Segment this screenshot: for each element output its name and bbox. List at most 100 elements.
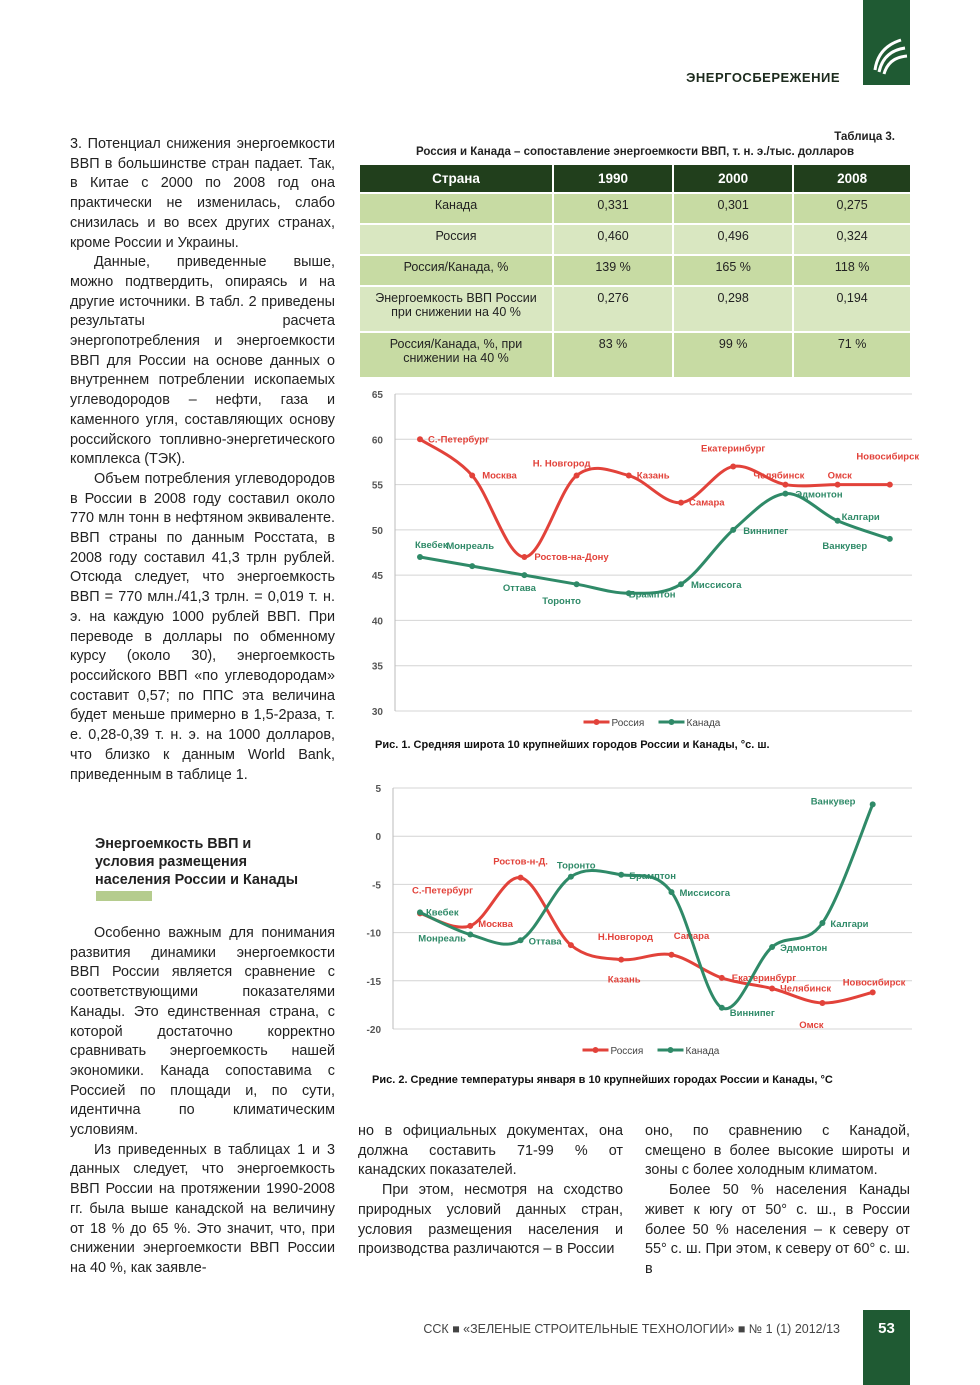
table-cell: 0,301 bbox=[674, 194, 793, 223]
table-cell: 0,324 bbox=[794, 225, 910, 254]
footer-journal: ССК ■ «ЗЕЛЕНЫЕ СТРОИТЕЛЬНЫЕ ТЕХНОЛОГИИ» … bbox=[423, 1322, 840, 1336]
data-point bbox=[573, 581, 580, 588]
data-point bbox=[886, 535, 893, 542]
table-cell: Энергоемкость ВВП России при снижении на… bbox=[360, 287, 552, 331]
data-point bbox=[417, 436, 423, 443]
table-cell: Россия/Канада, %, при снижении на 40 % bbox=[360, 333, 552, 377]
paragraph: Более 50 % населения Канады живет к югу … bbox=[645, 1182, 911, 1277]
y-tick-label: 60 bbox=[372, 435, 384, 446]
logo bbox=[873, 38, 908, 75]
paragraph: оно, по сравнению с Канадой, смещено в б… bbox=[645, 1123, 910, 1179]
data-point bbox=[467, 922, 474, 929]
point-label: Москва bbox=[478, 919, 513, 930]
table-cell: 83 % bbox=[554, 333, 673, 377]
data-point bbox=[573, 472, 580, 479]
point-label: Торонто bbox=[542, 596, 581, 607]
point-label: Казань bbox=[608, 975, 641, 986]
chart-title: Рис. 2. Средние температуры января в 10 … bbox=[372, 1074, 833, 1086]
table-cell: 139 % bbox=[554, 256, 673, 285]
point-label: Москва bbox=[482, 471, 517, 482]
legend-label: Канада bbox=[686, 1046, 720, 1057]
table-label: Таблица 3. bbox=[834, 131, 895, 143]
data-point bbox=[834, 517, 841, 524]
subheading: Энергоемкость ВВП и условия размещения н… bbox=[95, 836, 299, 888]
table-header: Страна 1990 2000 2008 bbox=[360, 165, 910, 192]
subheading-bar bbox=[96, 891, 152, 901]
paragraph: но в официальных документах, она должна … bbox=[358, 1123, 623, 1179]
data-point bbox=[668, 951, 675, 958]
point-label: Новосибирск bbox=[843, 977, 906, 988]
data-point bbox=[521, 554, 528, 561]
series-line bbox=[419, 492, 891, 595]
table-cell: 0,276 bbox=[554, 287, 673, 331]
table-cell: 0,460 bbox=[554, 225, 673, 254]
data-point bbox=[417, 554, 423, 561]
legend-label: Канада bbox=[687, 718, 721, 729]
logo-box bbox=[863, 0, 910, 85]
table-cell: 0,298 bbox=[674, 287, 793, 331]
point-label: Миссисога bbox=[680, 888, 731, 899]
point-label: Монреаль bbox=[418, 934, 466, 945]
point-label: Н.Новгород bbox=[598, 932, 653, 943]
paragraph: 3. Потенциал снижения энергоемкости ВВП … bbox=[70, 136, 335, 251]
point-label: Ростов-н-Д. bbox=[493, 857, 548, 868]
data-point bbox=[819, 999, 826, 1006]
column-2: но в официальных документах, она должна … bbox=[358, 1122, 623, 1260]
table-cell: 0,275 bbox=[794, 194, 910, 223]
y-tick-label: -5 bbox=[372, 880, 381, 891]
data-point bbox=[517, 874, 524, 881]
point-label: Калгари bbox=[830, 919, 868, 930]
y-tick-label: 50 bbox=[372, 526, 384, 537]
point-label: Оттава bbox=[529, 936, 563, 947]
point-label: Квебек bbox=[415, 540, 448, 551]
point-label: Омск bbox=[828, 471, 853, 482]
data-point bbox=[886, 481, 893, 488]
table-cell: 118 % bbox=[794, 256, 910, 285]
data-point bbox=[467, 931, 474, 938]
data-point bbox=[668, 889, 675, 896]
point-label: Торонто bbox=[557, 861, 596, 872]
point-label: Новосибирск bbox=[856, 452, 919, 463]
point-label: С.-Петербург bbox=[428, 434, 489, 445]
table-cell: 0,331 bbox=[554, 194, 673, 223]
table-header-cell: Страна bbox=[360, 165, 552, 192]
legend-label: Россия bbox=[611, 1046, 644, 1057]
chart-title: Рис. 1. Средняя широта 10 крупнейших гор… bbox=[375, 739, 770, 751]
table-header-cell: 1990 bbox=[554, 165, 673, 192]
point-label: Оттава bbox=[503, 583, 537, 594]
data-point bbox=[869, 801, 876, 808]
legend-label: Россия bbox=[612, 718, 645, 729]
point-label: Калгари bbox=[842, 512, 880, 523]
paragraph: Данные, приведенные выше, можно подтверд… bbox=[70, 254, 335, 468]
table-title: Россия и Канада – сопоставление энергоем… bbox=[415, 146, 855, 158]
data-point bbox=[730, 526, 737, 533]
y-tick-label: 65 bbox=[372, 390, 384, 401]
y-tick-label: 0 bbox=[375, 832, 381, 843]
point-label: Екатеринбург bbox=[732, 973, 796, 984]
point-label: Брамптон bbox=[629, 589, 676, 600]
legend-marker bbox=[592, 1047, 599, 1053]
point-label: Ванкувер bbox=[811, 796, 856, 807]
data-point bbox=[469, 563, 476, 570]
table: Страна 1990 2000 2008 Канада 0,331 0,301 0,275… bbox=[358, 163, 912, 379]
data-point bbox=[730, 463, 737, 470]
legend-marker bbox=[668, 719, 675, 725]
table-header-cell: 2000 bbox=[674, 165, 793, 192]
data-point bbox=[618, 871, 625, 878]
data-point bbox=[869, 989, 876, 996]
table-row: Россия/Канада, % 139 % 165 % 118 % bbox=[360, 256, 910, 285]
legend-marker bbox=[667, 1047, 674, 1053]
data-point bbox=[769, 944, 776, 951]
data-point bbox=[618, 956, 625, 963]
point-label: Екатеринбург bbox=[701, 443, 765, 454]
table-cell: Канада bbox=[360, 194, 552, 223]
column-1: 3. Потенциал снижения энергоемкости ВВП … bbox=[70, 135, 335, 785]
point-label: С.-Петербург bbox=[412, 885, 473, 896]
table-header-cell: 2008 bbox=[794, 165, 910, 192]
y-tick-label: -10 bbox=[367, 929, 382, 940]
data-point bbox=[782, 481, 789, 488]
point-label: Брамптон bbox=[629, 871, 676, 882]
table-cell: 0,194 bbox=[794, 287, 910, 331]
